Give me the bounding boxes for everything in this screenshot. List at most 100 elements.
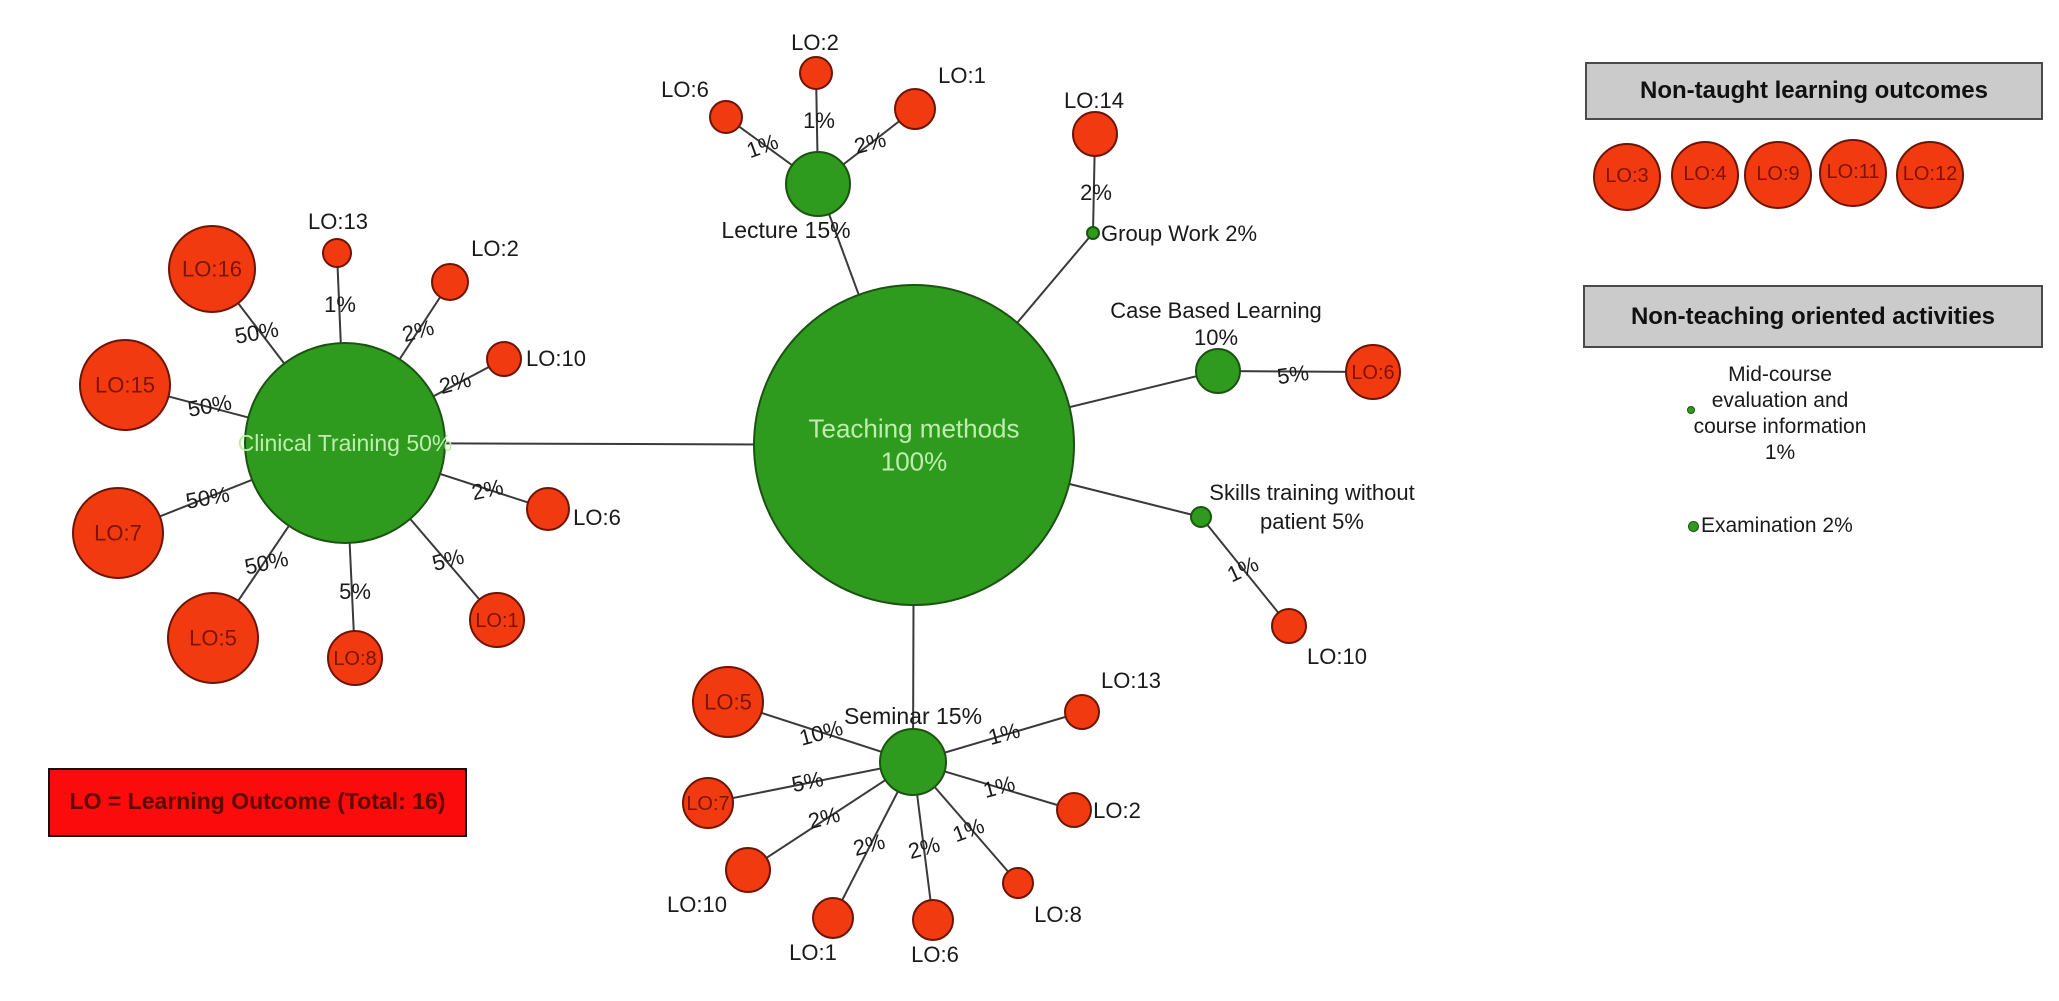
edge-label-seminar--sem-lo1: 2% bbox=[850, 829, 887, 861]
mid-course-label: Mid-course evaluation and course informa… bbox=[1693, 363, 1867, 464]
node-lec-lo2-label: LO:2 bbox=[791, 30, 839, 55]
non-teaching-header: Non-teaching oriented activities bbox=[1583, 285, 2043, 348]
node-case-based-learning-label: Case Based Learning bbox=[1110, 298, 1322, 323]
node-ct-lo1 bbox=[469, 592, 525, 648]
legend-box: LO = Learning Outcome (Total: 16) bbox=[48, 768, 467, 837]
non-taught-lo-circle: LO:3 bbox=[1593, 143, 1661, 211]
edge-label-skills-training--sk-lo10: 1% bbox=[1223, 551, 1262, 587]
node-skills-training-label: patient 5% bbox=[1260, 509, 1364, 534]
node-gw-lo14 bbox=[1072, 111, 1118, 157]
node-ct-lo10-label: LO:10 bbox=[526, 346, 586, 371]
node-ct-lo5-inside-label: LO:5 bbox=[189, 626, 237, 651]
non-taught-lo-circle: LO:9 bbox=[1744, 141, 1812, 209]
edge-label-lecture--lec-lo1: 2% bbox=[851, 127, 888, 159]
node-ct-lo15-inside-label: LO:15 bbox=[95, 373, 155, 398]
node-sem-lo7-inside-label: LO:7 bbox=[686, 793, 729, 815]
edge-label-clinical-training--ct-lo16: 50% bbox=[233, 316, 281, 348]
edge-skills-training--sk-lo10 bbox=[1200, 516, 1290, 627]
node-lec-lo6 bbox=[709, 100, 743, 134]
node-ct-lo13-label: LO:13 bbox=[308, 209, 368, 234]
node-sem-lo5 bbox=[692, 666, 764, 738]
node-ct-lo2-label: LO:2 bbox=[471, 236, 519, 261]
node-clinical-training-inside-label: Clinical Training 50% bbox=[238, 430, 453, 456]
non-taught-header: Non-taught learning outcomes bbox=[1585, 62, 2043, 120]
node-cbl-lo6-inside-label: LO:6 bbox=[1351, 362, 1394, 384]
node-ct-lo13 bbox=[322, 238, 352, 268]
node-sem-lo13 bbox=[1064, 694, 1100, 730]
edge-label-case-based-learning--cbl-lo6: 5% bbox=[1275, 360, 1310, 389]
node-sk-lo10 bbox=[1271, 608, 1307, 644]
node-lec-lo1 bbox=[894, 88, 936, 130]
node-case-based-learning bbox=[1195, 348, 1241, 394]
node-ct-lo15 bbox=[79, 339, 171, 431]
edge-label-clinical-training--ct-lo8: 5% bbox=[339, 579, 371, 604]
node-skills-training bbox=[1190, 506, 1212, 528]
node-ct-lo5 bbox=[167, 592, 259, 684]
node-sk-lo10-label: LO:10 bbox=[1307, 644, 1367, 669]
node-sem-lo7 bbox=[682, 777, 734, 829]
node-sem-lo2 bbox=[1056, 792, 1092, 828]
node-case-based-learning-label: 10% bbox=[1194, 325, 1238, 350]
node-ct-lo6-label: LO:6 bbox=[573, 505, 621, 530]
node-ct-lo16 bbox=[168, 225, 256, 313]
edge-label-clinical-training--ct-lo7: 50% bbox=[184, 481, 232, 513]
edge-label-clinical-training--ct-lo13: 1% bbox=[324, 292, 356, 317]
edge-label-group-work--gw-lo14: 2% bbox=[1080, 180, 1112, 205]
node-teaching-methods-inside-label: Teaching methods bbox=[808, 413, 1019, 443]
edge-label-seminar--sem-lo13: 1% bbox=[985, 718, 1022, 750]
node-ct-lo7-inside-label: LO:7 bbox=[94, 521, 142, 546]
edge-label-clinical-training--ct-lo10: 2% bbox=[436, 367, 473, 399]
non-taught-lo-circle: LO:4 bbox=[1671, 141, 1739, 209]
node-ct-lo7 bbox=[72, 487, 164, 579]
node-sem-lo6 bbox=[912, 899, 954, 941]
edge-label-clinical-training--ct-lo15: 50% bbox=[186, 389, 234, 421]
node-lec-lo2 bbox=[799, 56, 833, 90]
node-ct-lo8-inside-label: LO:8 bbox=[333, 648, 376, 670]
edge-label-seminar--sem-lo7: 5% bbox=[789, 766, 825, 797]
edge-label-seminar--sem-lo6: 2% bbox=[905, 832, 942, 864]
node-sem-lo2-label: LO:2 bbox=[1093, 798, 1141, 823]
non-taught-lo-circle: LO:12 bbox=[1896, 141, 1964, 209]
node-lecture bbox=[785, 151, 851, 217]
node-sem-lo10 bbox=[725, 847, 771, 893]
node-ct-lo16-inside-label: LO:16 bbox=[182, 257, 242, 282]
node-seminar bbox=[879, 728, 947, 796]
node-clinical-training bbox=[244, 342, 446, 544]
node-ct-lo2 bbox=[431, 263, 469, 301]
node-teaching-methods bbox=[753, 284, 1075, 606]
node-group-work-label: Group Work 2% bbox=[1101, 221, 1257, 246]
edge-label-seminar--sem-lo10: 2% bbox=[805, 802, 842, 834]
node-ct-lo10 bbox=[486, 341, 522, 377]
edge-seminar--sem-lo7 bbox=[707, 761, 914, 804]
node-skills-training-label: Skills training without bbox=[1209, 480, 1414, 505]
node-lec-lo6-label: LO:6 bbox=[661, 77, 709, 102]
edge-label-clinical-training--ct-lo2: 2% bbox=[399, 315, 436, 347]
mid-course-dot bbox=[1687, 406, 1695, 414]
edge-label-clinical-training--ct-lo5: 50% bbox=[242, 546, 290, 580]
examination-dot bbox=[1688, 521, 1699, 532]
edge-label-seminar--sem-lo5: 10% bbox=[797, 715, 846, 751]
node-sem-lo1 bbox=[812, 897, 854, 939]
node-lecture-label: Lecture 15% bbox=[721, 217, 850, 243]
edge-label-clinical-training--ct-lo6: 2% bbox=[469, 474, 505, 505]
node-sem-lo8 bbox=[1002, 867, 1034, 899]
node-seminar-label: Seminar 15% bbox=[844, 703, 982, 729]
edge-label-lecture--lec-lo2: 1% bbox=[803, 108, 835, 133]
node-ct-lo8 bbox=[327, 630, 383, 686]
node-sem-lo10-label: LO:10 bbox=[667, 892, 727, 917]
node-group-work bbox=[1086, 226, 1100, 240]
examination-label: Examination 2% bbox=[1701, 514, 1853, 537]
node-ct-lo6 bbox=[526, 487, 570, 531]
node-sem-lo13-label: LO:13 bbox=[1101, 668, 1161, 693]
edge-label-seminar--sem-lo2: 1% bbox=[980, 771, 1017, 803]
non-taught-lo-circle: LO:11 bbox=[1819, 139, 1887, 207]
node-ct-lo1-inside-label: LO:1 bbox=[475, 610, 518, 632]
node-gw-lo14-label: LO:14 bbox=[1064, 88, 1124, 113]
node-lec-lo1-label: LO:1 bbox=[938, 63, 986, 88]
node-sem-lo6-label: LO:6 bbox=[911, 942, 959, 967]
node-sem-lo1-label: LO:1 bbox=[789, 940, 837, 965]
node-sem-lo5-inside-label: LO:5 bbox=[704, 690, 752, 715]
node-sem-lo8-label: LO:8 bbox=[1034, 902, 1082, 927]
